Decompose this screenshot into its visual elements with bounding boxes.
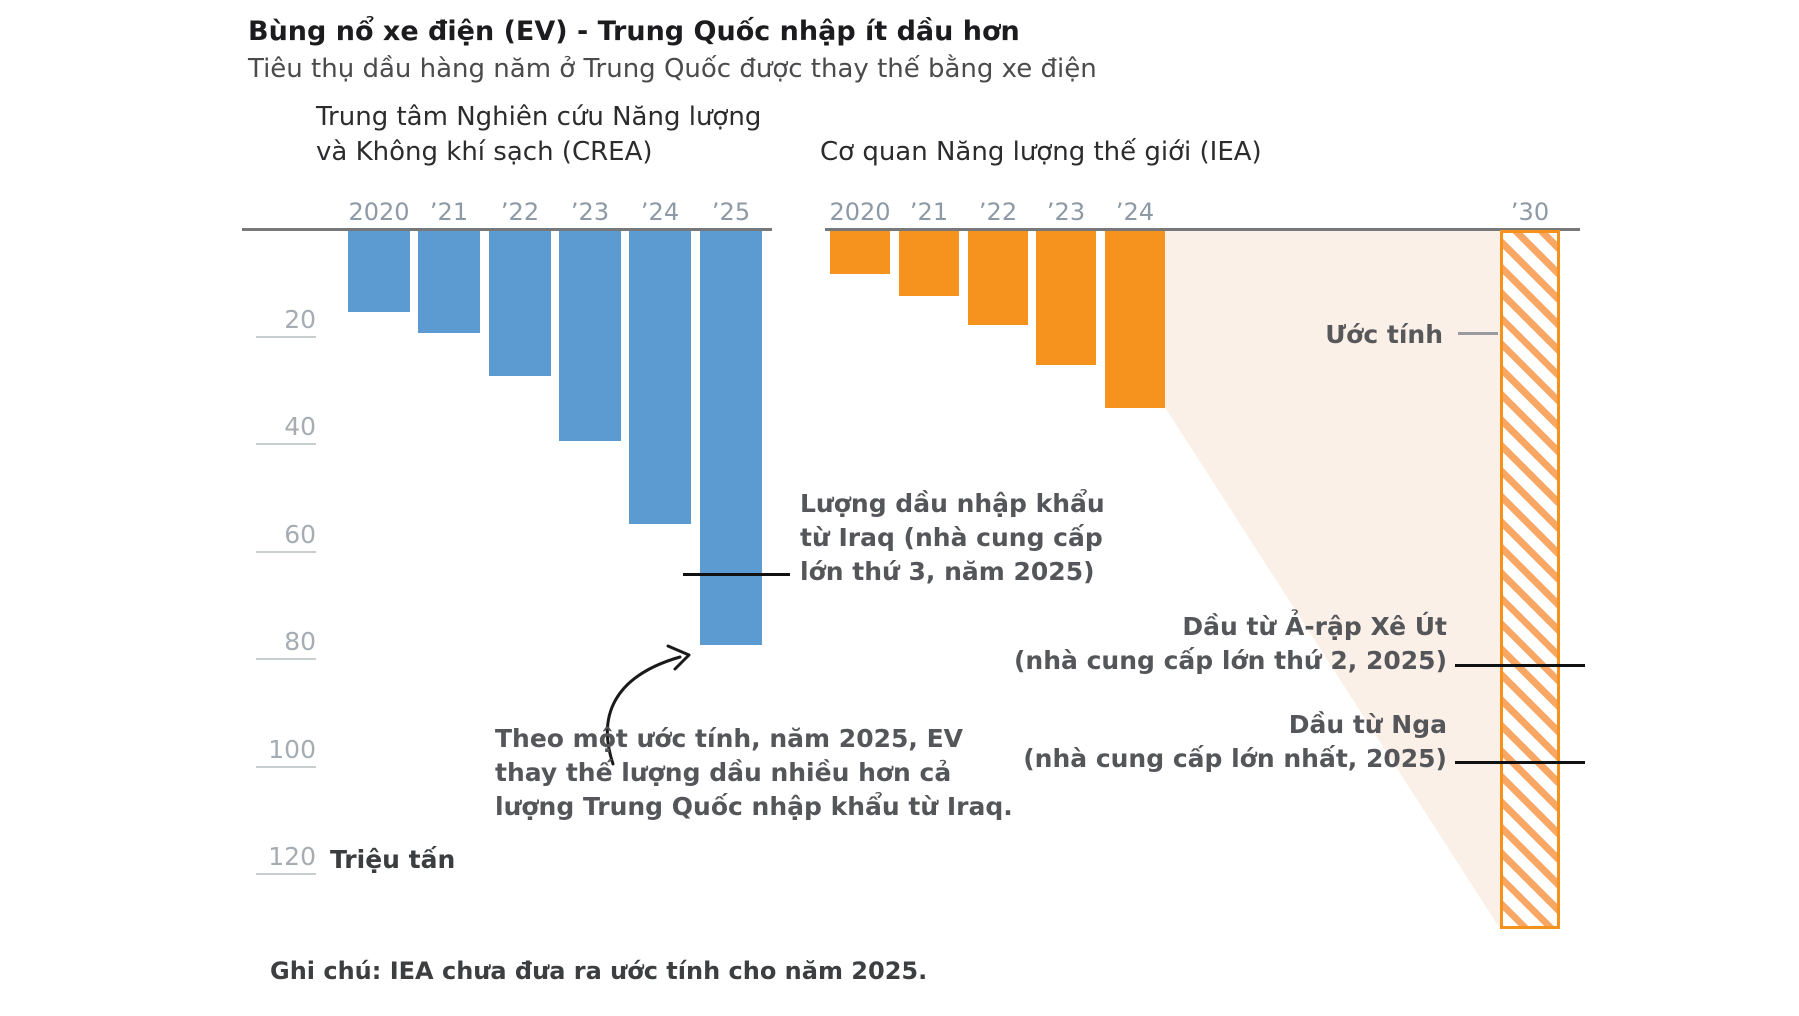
russia-connector-line — [1455, 761, 1585, 765]
uoc-tinh-dash — [1458, 332, 1498, 335]
iea-2030-estimate-bar — [1500, 230, 1560, 929]
bar-iea-23 — [1036, 231, 1096, 366]
bar-iea-24 — [1105, 231, 1165, 409]
estimate-note-line2: thay thế lượng dầu nhiều hơn cả — [495, 758, 952, 787]
y-tick-label-100: 100 — [268, 734, 316, 764]
iraq-annotation-line1: Lượng dầu nhập khẩu — [800, 489, 1105, 518]
y-tick-rule-80 — [256, 658, 316, 660]
estimate-note: Theo một ước tính, năm 2025, EV thay thế… — [495, 722, 1013, 824]
saudi-annotation: Dầu từ Ả-rập Xê Út (nhà cung cấp lớn thứ… — [1014, 610, 1447, 678]
top-axis-iea — [825, 228, 1580, 231]
panel-title-crea: Trung tâm Nghiên cứu Năng lượng và Không… — [316, 100, 761, 170]
russia-annotation-line1: Dầu từ Nga — [1288, 710, 1447, 739]
bar-iea-22 — [968, 231, 1028, 326]
page-subtitle: Tiêu thụ dầu hàng năm ở Trung Quốc được … — [248, 54, 1097, 84]
year-label-crea-5: ’25 — [711, 198, 751, 226]
y-tick-100: 100 — [256, 728, 316, 768]
y-tick-20: 20 — [256, 298, 316, 338]
year-label-crea-0: 2020 — [348, 198, 410, 226]
y-tick-label-20: 20 — [284, 304, 316, 334]
top-axis-crea — [242, 228, 772, 231]
year-label-crea-1: ’21 — [429, 198, 469, 226]
year-label-crea-4: ’24 — [640, 198, 680, 226]
year-label-crea-2: ’22 — [500, 198, 540, 226]
bar-crea-24 — [629, 231, 691, 524]
y-tick-rule-60 — [256, 550, 316, 553]
y-tick-120: 120 — [256, 835, 316, 875]
y-tick-label-60: 60 — [284, 519, 316, 549]
y-tick-60: 60 — [256, 513, 316, 553]
year-label-iea-1: ’21 — [909, 198, 949, 226]
iraq-annotation: Lượng dầu nhập khẩu từ Iraq (nhà cung cấ… — [800, 487, 1105, 589]
year-label-crea-3: ’23 — [570, 198, 610, 226]
y-tick-rule-20 — [256, 335, 316, 338]
bar-iea-2020 — [830, 231, 890, 274]
year-label-iea-0: 2020 — [829, 198, 891, 226]
estimate-note-line3: lượng Trung Quốc nhập khẩu từ Iraq. — [495, 792, 1013, 821]
panel-title-crea-line2: và Không khí sạch (CREA) — [316, 137, 653, 167]
y-tick-40: 40 — [256, 405, 316, 445]
saudi-annotation-line1: Dầu từ Ả-rập Xê Út — [1182, 612, 1447, 641]
bar-crea-25 — [700, 231, 762, 645]
russia-annotation-line2: (nhà cung cấp lớn nhất, 2025) — [1023, 744, 1447, 773]
uoc-tinh-label: Ước tính — [1325, 320, 1443, 349]
iraq-connector-line — [683, 573, 790, 576]
bar-iea-21 — [899, 231, 959, 296]
saudi-annotation-line2: (nhà cung cấp lớn thứ 2, 2025) — [1014, 646, 1447, 675]
panel-title-crea-line1: Trung tâm Nghiên cứu Năng lượng — [316, 102, 762, 132]
panel-title-iea: Cơ quan Năng lượng thế giới (IEA) — [820, 137, 1262, 167]
y-axis-unit-label: Triệu tấn — [330, 845, 456, 874]
y-tick-label-120: 120 — [268, 842, 316, 871]
y-tick-80: 80 — [256, 620, 316, 660]
year-label-iea-2: ’22 — [978, 198, 1018, 226]
footer-note: Ghi chú: IEA chưa đưa ra ước tính cho nă… — [270, 957, 928, 985]
year-label-iea-3: ’23 — [1046, 198, 1086, 226]
curved-arrow-head — [666, 644, 691, 671]
y-tick-rule-120 — [256, 873, 316, 875]
iraq-annotation-line2: từ Iraq (nhà cung cấp — [800, 523, 1103, 552]
year-label-iea-4: ’24 — [1115, 198, 1155, 226]
y-tick-rule-100 — [256, 765, 316, 768]
bar-crea-21 — [418, 231, 480, 334]
y-tick-label-40: 40 — [284, 412, 316, 441]
year-label-iea-2030: ’30 — [1510, 198, 1550, 226]
iraq-annotation-line3: lớn thứ 3, năm 2025) — [800, 557, 1095, 586]
y-tick-rule-40 — [256, 443, 316, 445]
page-title: Bùng nổ xe điện (EV) - Trung Quốc nhập í… — [248, 16, 1020, 47]
bar-crea-23 — [559, 231, 621, 441]
russia-annotation: Dầu từ Nga (nhà cung cấp lớn nhất, 2025) — [1023, 708, 1447, 776]
bar-crea-22 — [489, 231, 551, 377]
y-tick-label-80: 80 — [284, 627, 316, 656]
saudi-connector-line — [1455, 664, 1585, 668]
bar-crea-2020 — [348, 231, 410, 312]
estimate-note-line1: Theo một ước tính, năm 2025, EV — [495, 724, 964, 753]
